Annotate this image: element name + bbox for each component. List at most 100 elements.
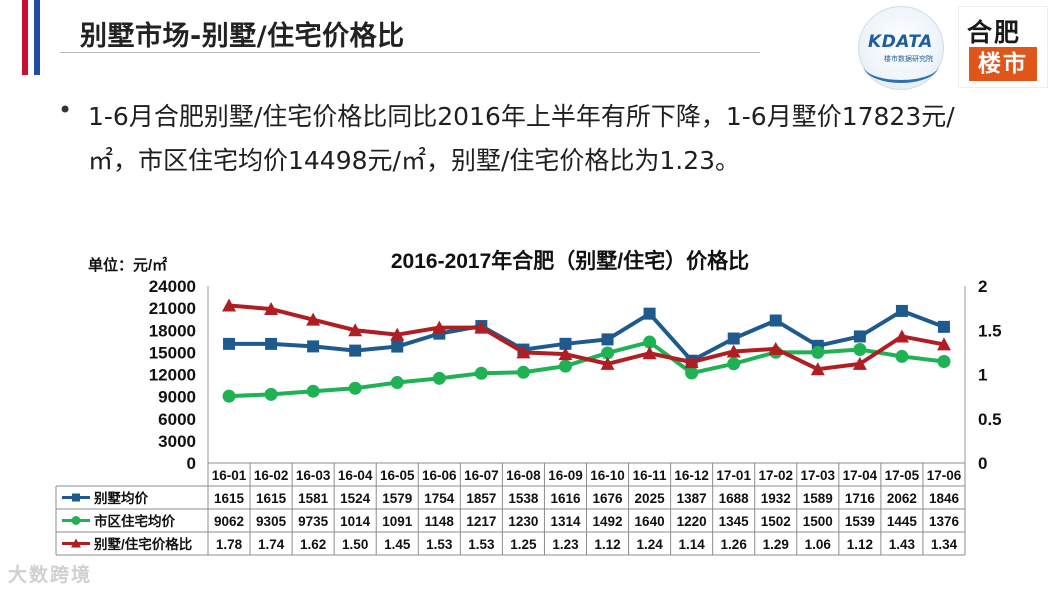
table-data-label: 1.45 — [384, 537, 411, 552]
point-marker-square — [223, 337, 236, 350]
point-marker-square — [853, 330, 866, 343]
x-tick-label: 16-09 — [548, 468, 583, 483]
table-data-label: 1.43 — [889, 537, 916, 552]
x-tick-label: 17-04 — [843, 468, 878, 483]
left-axis-tick-label: 0 — [187, 454, 196, 473]
x-tick-label: 16-08 — [506, 468, 541, 483]
point-marker-circle — [222, 389, 236, 403]
point-marker-circle — [348, 381, 362, 395]
x-tick-label: 17-01 — [716, 468, 751, 483]
table-data-label: 1.23 — [552, 537, 579, 552]
legend-marker-square — [72, 493, 80, 502]
table-data-label: 1716 — [845, 491, 876, 506]
kdata-logo: KDATA 楼市数据研究院 — [858, 6, 944, 90]
table-data-label: 1.53 — [426, 537, 453, 552]
point-marker-circle — [727, 357, 741, 371]
right-axis-tick-label: 1.5 — [978, 321, 1002, 340]
right-axis-tick-label: 1 — [978, 366, 987, 385]
table-data-label: 1932 — [761, 491, 791, 506]
left-axis-tick-label: 12000 — [149, 366, 196, 385]
table-data-label: 1616 — [550, 491, 581, 506]
loushi-logo-line2: 楼市 — [969, 47, 1037, 81]
page-title: 别墅市场-别墅/住宅价格比 — [80, 21, 405, 52]
point-marker-square — [391, 340, 404, 353]
left-axis-tick-label: 9000 — [158, 388, 196, 407]
x-tick-label: 16-06 — [422, 468, 457, 483]
table-data-label: 1148 — [425, 514, 455, 529]
point-marker-square — [601, 333, 614, 346]
x-tick-label: 16-10 — [590, 468, 625, 483]
table-data-label: 1.29 — [763, 537, 789, 552]
point-marker-triangle — [894, 329, 909, 343]
x-tick-label: 16-12 — [674, 468, 709, 483]
point-marker-circle — [937, 355, 951, 369]
right-axis-tick-label: 0.5 — [978, 410, 1002, 429]
table-data-label: 1.14 — [678, 537, 705, 552]
point-marker-circle — [474, 366, 488, 380]
table-data-label: 1640 — [635, 514, 665, 529]
point-marker-square — [265, 337, 278, 350]
left-axis-tick-label: 24000 — [149, 277, 196, 296]
summary-text: 1-6月合肥别墅/住宅价格比同比2016年上半年有所下降，1-6月墅价17823… — [88, 102, 955, 175]
table-data-label: 1579 — [382, 491, 412, 506]
legend-marker-triangle — [71, 538, 81, 548]
chart-title: 2016-2017年合肥（别墅/住宅）价格比 — [391, 249, 749, 273]
table-data-label: 1.78 — [216, 537, 243, 552]
kdata-logo-sub: 楼市数据研究院 — [884, 55, 933, 63]
table-data-label: 1091 — [382, 514, 413, 529]
point-marker-triangle — [516, 345, 531, 359]
point-marker-circle — [264, 387, 278, 401]
table-data-label: 1615 — [214, 491, 245, 506]
legend-series-name: 市区住宅均价 — [94, 513, 175, 529]
legend-series-name: 别墅/住宅价格比 — [93, 536, 192, 552]
point-marker-square — [727, 332, 740, 345]
header-divider — [60, 52, 760, 53]
table-data-label: 1676 — [593, 491, 624, 506]
flag-stripe-white — [28, 0, 34, 75]
table-data-label: 1539 — [845, 514, 875, 529]
table-data-label: 1220 — [677, 514, 707, 529]
table-data-label: 1314 — [550, 514, 581, 529]
table-data-label: 1.74 — [258, 537, 285, 552]
table-data-label: 2062 — [887, 491, 917, 506]
point-marker-triangle — [810, 362, 825, 376]
table-data-label: 1387 — [677, 491, 707, 506]
table-data-label: 1014 — [340, 514, 371, 529]
x-tick-label: 17-05 — [885, 468, 920, 483]
point-marker-triangle — [390, 327, 405, 341]
kdata-logo-data: DATA — [881, 32, 933, 52]
point-marker-square — [769, 314, 782, 327]
point-marker-triangle — [348, 323, 363, 337]
x-tick-label: 16-07 — [464, 468, 499, 483]
point-marker-circle — [390, 376, 404, 390]
table-data-label: 1492 — [593, 514, 623, 529]
point-marker-triangle — [726, 344, 741, 358]
point-marker-triangle — [768, 341, 783, 355]
table-data-label: 1.06 — [805, 537, 832, 552]
table-data-label: 1.34 — [931, 537, 958, 552]
point-marker-square — [643, 307, 656, 320]
point-marker-triangle — [684, 355, 699, 369]
table-data-label: 1345 — [719, 514, 750, 529]
table-data-label: 1.12 — [847, 537, 873, 552]
point-marker-triangle — [222, 298, 237, 312]
loushi-logo-line1: 合肥 — [967, 18, 1022, 47]
x-tick-label: 16-03 — [296, 468, 331, 483]
left-axis-tick-label: 15000 — [149, 343, 196, 362]
point-marker-triangle — [264, 302, 279, 316]
point-marker-triangle — [558, 347, 573, 361]
point-marker-triangle — [474, 320, 489, 334]
kdata-logo-arc — [864, 50, 938, 83]
table-data-label: 1.53 — [468, 537, 495, 552]
x-tick-label: 17-03 — [801, 468, 836, 483]
table-data-label: 9305 — [256, 514, 287, 529]
point-marker-triangle — [600, 356, 615, 370]
table-data-label: 1230 — [508, 514, 538, 529]
flag-stripes — [0, 0, 48, 75]
table-data-label: 1538 — [508, 491, 539, 506]
x-tick-label: 16-11 — [633, 468, 667, 483]
point-marker-circle — [853, 342, 867, 356]
x-tick-label: 16-01 — [212, 468, 247, 483]
point-marker-circle — [895, 349, 909, 363]
